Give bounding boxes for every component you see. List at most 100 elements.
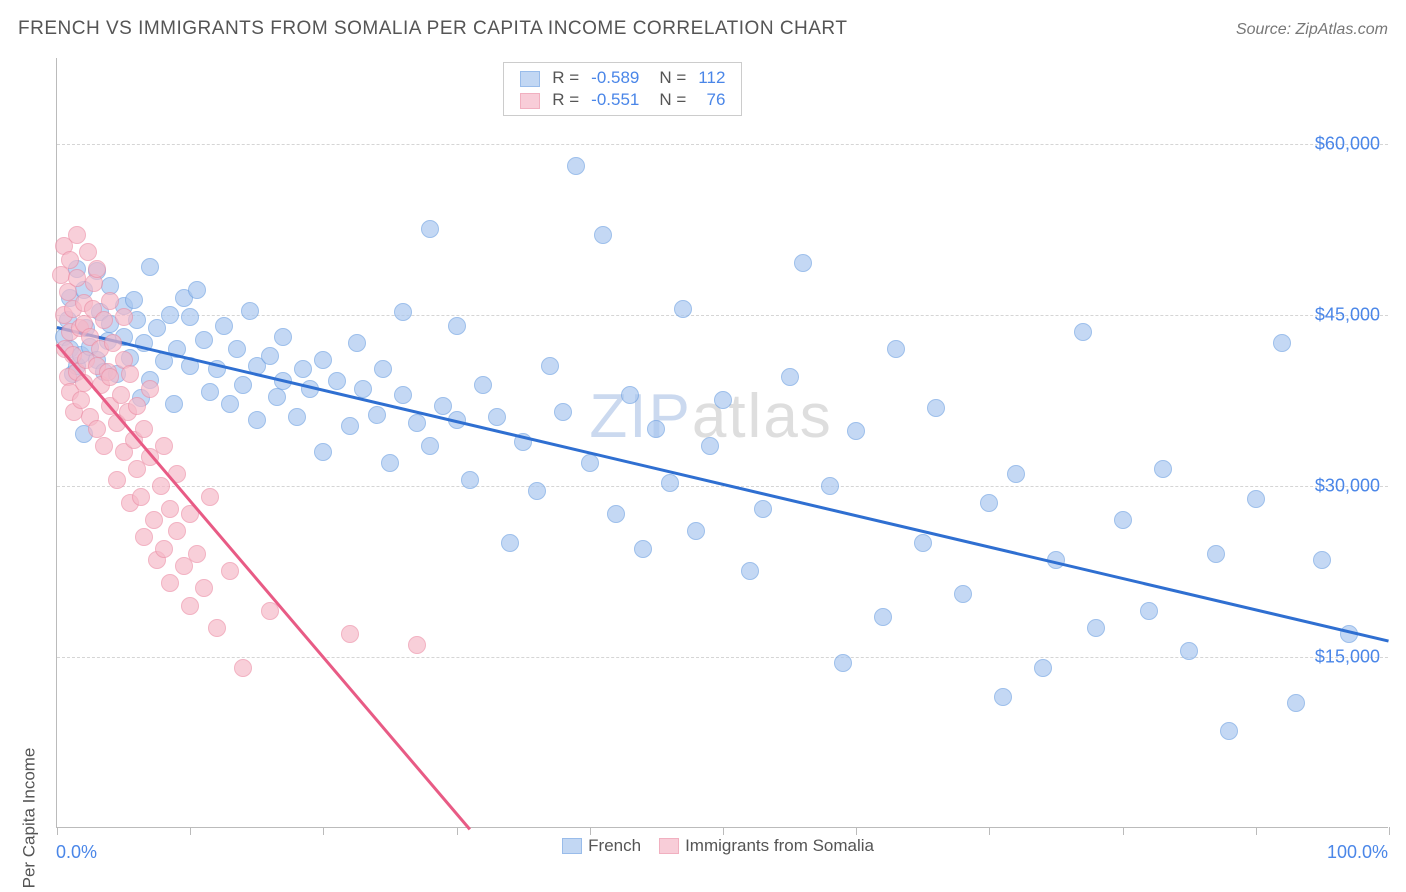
scatter-point <box>161 500 179 518</box>
x-tick <box>590 827 591 835</box>
scatter-point <box>201 488 219 506</box>
scatter-point <box>781 368 799 386</box>
legend-item: French <box>562 836 641 856</box>
header-row: FRENCH VS IMMIGRANTS FROM SOMALIA PER CA… <box>18 18 1388 40</box>
scatter-point <box>125 291 143 309</box>
scatter-point <box>181 308 199 326</box>
scatter-point <box>195 579 213 597</box>
scatter-point <box>72 391 90 409</box>
scatter-point <box>408 636 426 654</box>
scatter-point <box>501 534 519 552</box>
scatter-point <box>341 625 359 643</box>
trend-line <box>57 326 1390 642</box>
scatter-point <box>61 251 79 269</box>
scatter-point <box>887 340 905 358</box>
scatter-point <box>1007 465 1025 483</box>
x-tick <box>323 827 324 835</box>
legend-item: Immigrants from Somalia <box>659 836 874 856</box>
x-tick <box>989 827 990 835</box>
scatter-point <box>208 619 226 637</box>
watermark-prefix: ZIP <box>589 382 691 451</box>
scatter-point <box>474 376 492 394</box>
scatter-point <box>647 420 665 438</box>
scatter-point <box>248 411 266 429</box>
scatter-point <box>268 388 286 406</box>
scatter-point <box>314 443 332 461</box>
legend-swatch <box>659 838 679 854</box>
scatter-point <box>381 454 399 472</box>
scatter-point <box>168 522 186 540</box>
scatter-point <box>528 482 546 500</box>
scatter-point <box>621 386 639 404</box>
gridline-h <box>57 144 1388 145</box>
x-tick <box>57 827 58 835</box>
scatter-point <box>221 395 239 413</box>
scatter-point <box>687 522 705 540</box>
scatter-point <box>148 319 166 337</box>
scatter-point <box>88 420 106 438</box>
scatter-point <box>121 365 139 383</box>
legend-swatch <box>520 71 540 87</box>
scatter-point <box>488 408 506 426</box>
scatter-point <box>1140 602 1158 620</box>
scatter-point <box>1220 722 1238 740</box>
scatter-point <box>834 654 852 672</box>
scatter-point <box>135 528 153 546</box>
scatter-point <box>394 386 412 404</box>
legend-label: Immigrants from Somalia <box>685 836 874 856</box>
scatter-point <box>165 395 183 413</box>
y-axis-label-box: Per Capita Income <box>14 58 44 828</box>
scatter-point <box>234 376 252 394</box>
scatter-point <box>181 597 199 615</box>
scatter-point <box>821 477 839 495</box>
x-tick <box>1123 827 1124 835</box>
scatter-point <box>348 334 366 352</box>
scatter-point <box>448 317 466 335</box>
legend-swatch <box>562 838 582 854</box>
scatter-point <box>754 500 772 518</box>
legend-swatch <box>520 93 540 109</box>
gridline-h <box>57 486 1388 487</box>
scatter-point <box>927 399 945 417</box>
scatter-point <box>607 505 625 523</box>
scatter-point <box>104 334 122 352</box>
scatter-point <box>541 357 559 375</box>
scatter-point <box>68 269 86 287</box>
scatter-point <box>188 545 206 563</box>
y-tick-label: $30,000 <box>1315 475 1380 496</box>
scatter-point <box>1287 694 1305 712</box>
scatter-point <box>328 372 346 390</box>
scatter-point <box>674 300 692 318</box>
scatter-point <box>161 306 179 324</box>
scatter-point <box>141 380 159 398</box>
scatter-point <box>714 391 732 409</box>
x-tick-label: 0.0% <box>56 842 97 863</box>
scatter-point <box>288 408 306 426</box>
scatter-point <box>701 437 719 455</box>
scatter-point <box>594 226 612 244</box>
scatter-point <box>135 420 153 438</box>
x-tick <box>1256 827 1257 835</box>
scatter-point <box>954 585 972 603</box>
scatter-point <box>1313 551 1331 569</box>
scatter-point <box>221 562 239 580</box>
source-label: Source: ZipAtlas.com <box>1236 21 1388 39</box>
scatter-point <box>108 471 126 489</box>
scatter-point <box>567 157 585 175</box>
scatter-point <box>421 437 439 455</box>
scatter-point <box>368 406 386 424</box>
scatter-point <box>1180 642 1198 660</box>
scatter-point <box>1087 619 1105 637</box>
scatter-point <box>1273 334 1291 352</box>
scatter-point <box>201 383 219 401</box>
scatter-point <box>634 540 652 558</box>
scatter-point <box>554 403 572 421</box>
scatter-point <box>1034 659 1052 677</box>
scatter-point <box>228 340 246 358</box>
chart-title: FRENCH VS IMMIGRANTS FROM SOMALIA PER CA… <box>18 18 847 40</box>
y-tick-label: $45,000 <box>1315 304 1380 325</box>
scatter-point <box>101 368 119 386</box>
scatter-point <box>274 328 292 346</box>
scatter-point <box>79 243 97 261</box>
scatter-point <box>128 397 146 415</box>
